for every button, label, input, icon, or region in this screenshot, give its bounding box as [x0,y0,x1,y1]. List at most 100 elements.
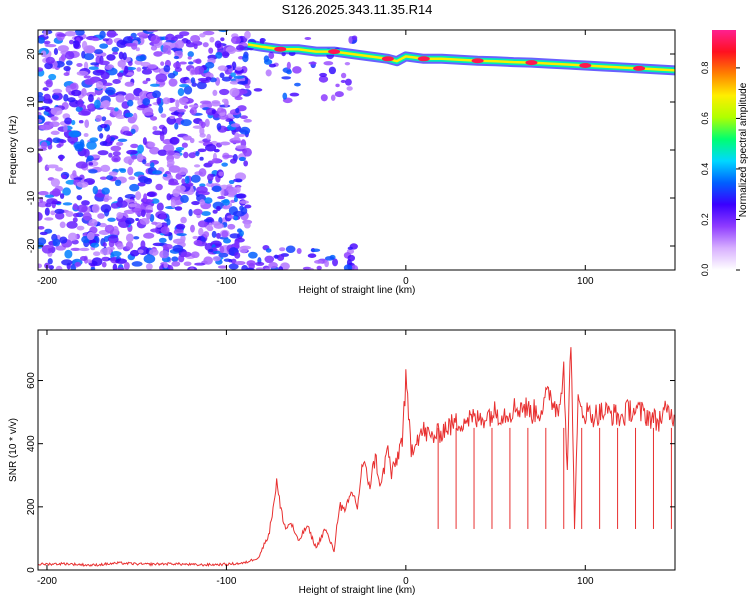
noise-blob [137,182,146,187]
noise-blob [212,89,218,97]
noise-blob [38,190,49,196]
noise-blob [159,213,167,220]
noise-blob [91,37,100,42]
noise-blob [38,225,45,230]
noise-blob [66,221,78,229]
noise-blob [156,97,162,105]
noise-blob [106,32,119,37]
noise-blob [175,146,185,151]
noise-blob [228,179,235,185]
noise-blob [351,264,359,270]
noise-blob [92,185,99,195]
noise-blob [177,88,185,97]
noise-blob [99,141,108,146]
noise-blob [211,109,216,115]
noise-blob [71,120,76,126]
noise-blob [221,162,228,167]
noise-blob [127,99,134,107]
noise-blob [125,209,133,214]
noise-blob [38,107,45,111]
snr-y-ticks: 0 200 400 600 [26,372,675,573]
noise-blob [230,72,236,77]
noise-blob [174,201,181,206]
noise-blob [176,233,187,237]
noise-blob [102,38,109,42]
noise-blob [253,88,263,92]
spectrogram-noise [38,30,359,270]
noise-blob [38,67,44,72]
noise-blob [156,202,164,211]
noise-blob [55,265,63,270]
noise-blob [199,126,205,136]
noise-blob [100,71,110,80]
noise-blob [88,66,99,71]
noise-blob [180,194,189,204]
noise-blob [54,167,64,172]
noise-blob [152,170,163,175]
noise-blob [199,33,206,38]
y-tick-label: 400 [26,435,37,452]
y-tick-label: -10 [26,190,37,205]
noise-blob [175,99,180,108]
noise-blob [239,200,249,204]
noise-blob [44,107,51,112]
noise-blob [195,151,200,157]
snr-x-label: Height of straight line (km) [299,585,416,596]
main-line-peak [274,46,287,52]
noise-blob [65,85,71,93]
noise-blob [263,55,270,63]
noise-blob [207,173,214,182]
noise-blob [104,65,113,70]
noise-blob [150,116,158,121]
noise-blob [63,72,70,77]
noise-blob [230,123,241,128]
noise-blob [124,93,135,102]
noise-blob [90,62,100,66]
noise-blob [174,40,185,49]
noise-blob [234,132,240,140]
noise-blob [83,52,95,61]
noise-blob [44,217,54,221]
noise-blob [50,107,63,116]
noise-blob [158,105,164,114]
noise-blob [40,141,48,150]
snr-panel: -200 -100 0 100 0 200 400 600 Height of straig… [8,329,676,596]
noise-blob [203,256,213,265]
noise-blob [106,134,111,143]
noise-blob [268,262,278,269]
noise-blob [159,132,165,142]
noise-blob [135,55,146,62]
noise-blob [137,144,145,154]
noise-blob [219,88,230,96]
noise-blob [227,223,236,230]
noise-blob [46,198,58,205]
noise-blob [172,188,181,197]
noise-blob [63,125,68,133]
noise-blob [174,122,179,130]
noise-blob [196,186,208,194]
noise-blob [142,80,148,85]
noise-blob [221,98,228,104]
noise-blob [234,96,243,101]
noise-blob [190,34,201,43]
noise-blob [45,79,53,88]
noise-blob [137,249,144,254]
noise-blob [83,148,90,158]
noise-blob [101,256,111,262]
noise-blob [78,119,84,124]
noise-blob [157,149,168,156]
noise-blob [81,200,90,206]
noise-blob [160,61,165,66]
noise-blob [143,177,153,185]
noise-blob [155,73,168,83]
noise-blob [122,52,127,61]
noise-blob [65,51,75,60]
noise-blob [117,60,126,68]
noise-blob [146,191,156,197]
noise-blob [133,236,140,240]
noise-blob [217,195,226,200]
noise-blob [165,150,175,156]
noise-blob [234,252,241,259]
noise-blob [245,267,255,270]
